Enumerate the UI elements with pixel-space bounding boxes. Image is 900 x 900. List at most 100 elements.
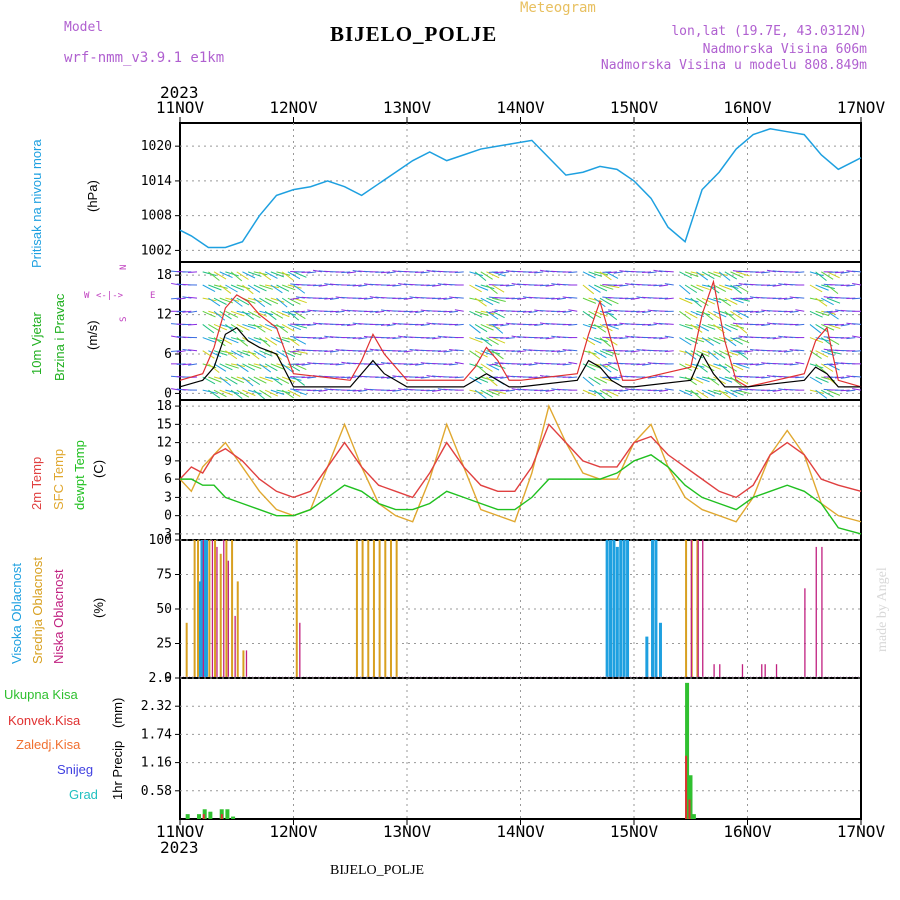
cloud-ylabel-low: Niska Oblacnost [51, 569, 66, 664]
wind-arrow [664, 297, 674, 300]
wind-arrow [761, 376, 771, 379]
precip-panel-frame [179, 677, 862, 820]
wind-arrow [341, 323, 351, 326]
wind-arrow [352, 269, 362, 273]
cloud-low-bar [713, 664, 715, 678]
wind-arrow [202, 337, 217, 343]
wind-arrow [625, 282, 635, 286]
wind-arrow [826, 310, 839, 320]
wind-arrow [664, 270, 674, 273]
wind-arrow [358, 337, 368, 340]
wind-arrow [851, 297, 862, 300]
wind-arrow [738, 282, 748, 286]
wind-arrow [608, 309, 618, 312]
cloud-high-bar [651, 540, 655, 678]
y-tick-label: 1.74 [141, 727, 172, 742]
wind-arrow [454, 323, 464, 326]
wind-arrow [188, 296, 198, 299]
wind-arrow [749, 363, 759, 366]
wind-arrow [409, 296, 419, 299]
wind-arrow [242, 376, 254, 387]
wind-arrow [840, 271, 850, 274]
wind-arrow [653, 337, 663, 339]
wind-arrow [480, 323, 494, 331]
cloud-mid-bar [193, 540, 196, 678]
wind-arrow [474, 323, 488, 333]
wind-arrow [392, 337, 402, 340]
wind-arrow [783, 297, 793, 301]
wind-arrow [242, 389, 256, 397]
wind-arrow [247, 310, 261, 319]
wind-arrow [815, 284, 829, 291]
wind-arrow [582, 271, 596, 279]
wind-arrow [500, 389, 510, 392]
wind-arrow [270, 284, 283, 294]
wind-arrow [318, 389, 328, 392]
wind-arrow [426, 284, 436, 287]
wind-arrow [188, 271, 198, 273]
wind-arrow [605, 271, 619, 279]
y-tick-label: 15 [156, 417, 172, 432]
wind-ylabel-2: Brzina i Pravac [52, 293, 67, 381]
wind-arrow [852, 388, 862, 391]
wind-arrow [312, 269, 322, 273]
wind-arrow [834, 376, 845, 379]
wind-arrow [454, 349, 464, 352]
wind-arrow [707, 284, 720, 294]
wind-arrow [276, 376, 290, 385]
wind-arrow [324, 283, 334, 286]
wind-arrow [696, 323, 710, 332]
wind-arrow [707, 389, 722, 396]
wind-arrow [469, 324, 481, 334]
wind-arrow [732, 337, 742, 340]
wind-arrow [301, 323, 311, 326]
wind-arrow [724, 310, 736, 321]
wind-arrow [821, 271, 834, 280]
wind-arrow [259, 284, 273, 290]
wind-arrow [653, 389, 663, 392]
wind-arrow [505, 284, 515, 287]
wind-arrow [534, 271, 544, 274]
wind-arrow [701, 350, 716, 356]
wind-arrow [213, 350, 228, 356]
wind-arrow [219, 389, 233, 396]
wind-arrow [568, 309, 578, 312]
cloud-high-bar [609, 540, 613, 678]
wind-arrow [474, 284, 489, 291]
wind-arrow [642, 323, 652, 326]
wind-arrow [236, 271, 249, 280]
wind-arrow [287, 376, 302, 381]
wind-arrow [795, 376, 805, 379]
wind-arrow [679, 363, 692, 371]
precip-total-bar [231, 816, 236, 819]
wind-arrow [381, 309, 391, 312]
wind-arrow [707, 323, 722, 329]
wind-arrow [282, 310, 296, 316]
wind-arrow [755, 323, 765, 326]
precip-conv-bar [202, 814, 205, 819]
wind-arrow [701, 271, 715, 280]
cloud-low-bar [702, 540, 704, 678]
wind-arrow [605, 297, 619, 305]
wind-arrow [605, 363, 619, 372]
y-tick-label: 0 [164, 386, 172, 401]
wind-arrow [826, 323, 841, 329]
wind-arrow [182, 363, 192, 366]
date-label-top: 17NOV [837, 98, 886, 117]
cloud-mid-bar [197, 540, 200, 678]
wind-arrow [534, 323, 544, 327]
date-label-top: 16NOV [723, 98, 772, 117]
wind-arrow [301, 271, 311, 273]
wind-arrow [738, 335, 748, 339]
wind-arrow [613, 337, 623, 339]
wind-arrow [486, 376, 498, 387]
wind-arrow [562, 310, 572, 313]
wind-arrow [735, 350, 748, 360]
cloud-mid-bar [378, 540, 381, 678]
wind-key-n: N [119, 265, 129, 270]
wind-arrow [491, 284, 505, 293]
cloud-high-bar [619, 540, 623, 678]
cloud-high-bar [626, 540, 630, 678]
wind-arrow [599, 297, 613, 306]
wind-arrow [247, 271, 262, 277]
